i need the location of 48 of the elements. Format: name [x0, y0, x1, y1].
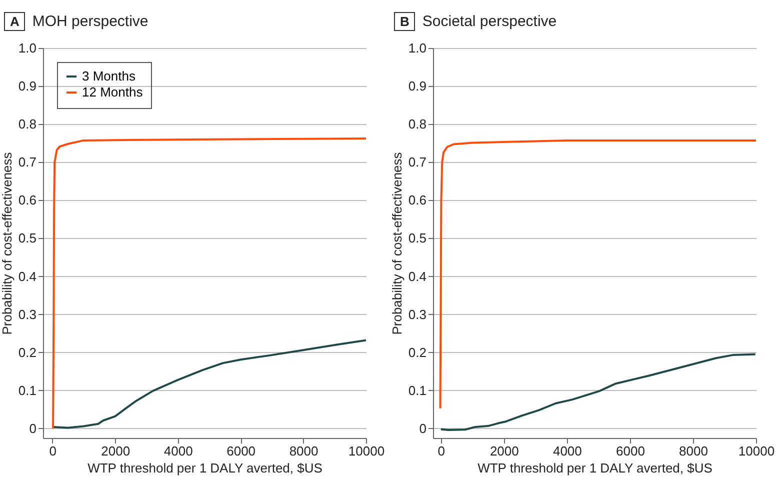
y-tick-label: 0.4	[408, 268, 426, 284]
x-tick-label: 8000	[289, 444, 318, 458]
y-axis-title: Probability of cost-effectiveness	[0, 152, 14, 335]
legend-label: 12 Months	[82, 84, 144, 100]
x-tick-label: 4000	[164, 444, 193, 458]
x-axis-title: WTP threshold per 1 DALY averted, $US	[478, 460, 713, 476]
x-tick-label: 0	[438, 444, 445, 458]
y-tick-label: 1.0	[408, 40, 426, 56]
line-series	[439, 139, 756, 410]
y-tick-label: 0.6	[18, 192, 36, 208]
text: B	[394, 12, 416, 30]
x-tick-label: 8000	[679, 444, 708, 458]
x-tick-label: 10000	[348, 444, 385, 458]
y-tick-label: 0.7	[408, 154, 426, 170]
y-tick-label: 0.8	[18, 116, 36, 132]
x-axis-title: WTP threshold per 1 DALY averted, $US	[88, 460, 323, 476]
y-tick-label: 0.6	[408, 192, 426, 208]
x-tick-label: 10000	[738, 444, 775, 458]
y-tick-label: 0.7	[18, 154, 36, 170]
y-tick-label: 0.3	[18, 306, 36, 322]
y-tick-label: 0.9	[408, 78, 426, 94]
text: A	[4, 12, 26, 30]
y-tick-label: 0.5	[408, 230, 426, 246]
y-tick-label: 1.0	[18, 40, 36, 56]
y-tick-label: 0.1	[408, 382, 426, 398]
y-tick-label: 0	[29, 420, 36, 436]
y-tick-label: 0.1	[18, 382, 36, 398]
x-tick-label: 6000	[616, 444, 645, 458]
y-tick-label: 0.4	[18, 268, 36, 284]
x-tick-label: 2000	[101, 444, 130, 458]
x-tick-label: 2000	[490, 444, 519, 458]
y-tick-label: 0.8	[408, 116, 426, 132]
line-series	[52, 339, 366, 429]
line-series	[440, 353, 756, 432]
y-tick-label: 0.2	[408, 344, 426, 360]
chart-title: Societal perspective	[422, 12, 557, 30]
x-tick-label: 0	[49, 444, 57, 458]
y-tick-label: 0.2	[18, 344, 36, 360]
legend-label: 3 Months	[82, 68, 136, 84]
y-tick-label: 0.3	[408, 306, 426, 322]
x-tick-label: 6000	[226, 444, 256, 458]
chart-title: MOH perspective	[32, 12, 148, 30]
y-axis-title: Probability of cost-effectiveness	[389, 152, 404, 335]
line-series	[52, 138, 366, 430]
y-tick-label: 0.5	[18, 230, 36, 246]
x-tick-label: 4000	[552, 444, 582, 458]
y-tick-label: 0	[419, 420, 426, 436]
y-tick-label: 0.9	[18, 78, 36, 94]
